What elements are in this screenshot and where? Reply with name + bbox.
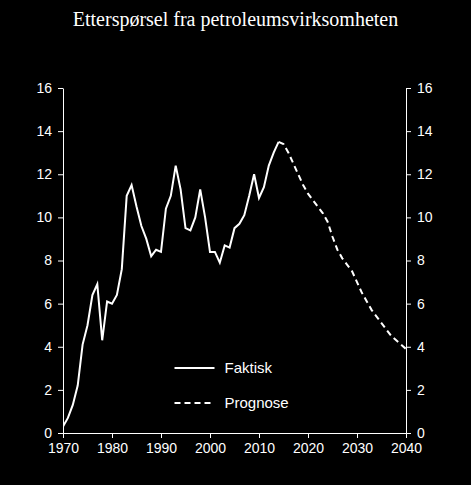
legend-item: Faktisk <box>175 359 273 376</box>
tick-label: 2 <box>417 382 425 398</box>
tick-label: 16 <box>417 80 433 96</box>
tick-mark <box>406 261 411 262</box>
tick-mark <box>58 217 63 218</box>
legend-label: Prognose <box>225 394 289 411</box>
tick-mark <box>406 217 411 218</box>
tick: 14 <box>406 123 433 139</box>
tick: 4 <box>44 339 63 355</box>
tick-label: 8 <box>44 252 52 268</box>
axis-line <box>63 89 64 434</box>
series-line <box>279 142 406 349</box>
tick-mark <box>308 433 309 438</box>
tick: 2020 <box>293 433 324 456</box>
series-line <box>63 142 279 427</box>
tick-label: 0 <box>417 425 425 441</box>
tick: 8 <box>406 252 425 268</box>
tick: 14 <box>36 123 63 139</box>
tick-label: 1980 <box>97 440 128 456</box>
tick-label: 16 <box>36 80 52 96</box>
tick: 12 <box>406 166 433 182</box>
tick-mark <box>406 433 411 434</box>
tick-mark <box>58 88 63 89</box>
tick-mark <box>406 131 411 132</box>
tick-mark <box>406 304 411 305</box>
tick-label: 10 <box>417 209 433 225</box>
chart: Etterspørsel fra petroleumsvirksomheten 1… <box>0 0 471 485</box>
tick: 8 <box>44 252 63 268</box>
tick-label: 2010 <box>244 440 275 456</box>
tick: 12 <box>36 166 63 182</box>
tick: 10 <box>406 209 433 225</box>
lines <box>63 142 406 427</box>
tick: 1990 <box>146 433 177 456</box>
tick-mark <box>112 433 113 438</box>
tick: 10 <box>36 209 63 225</box>
tick: 1970 <box>48 433 79 456</box>
tick-mark <box>58 261 63 262</box>
tick-label: 12 <box>417 166 433 182</box>
tick-label: 8 <box>417 252 425 268</box>
y-axis: 0 2 4 6 8 10 12 14 16 <box>36 80 63 441</box>
tick-label: 14 <box>36 123 52 139</box>
y2-axis: 0 2 4 6 8 10 12 14 16 <box>406 80 433 441</box>
legend-swatch <box>175 402 215 404</box>
tick: 0 <box>406 425 425 441</box>
tick: 6 <box>406 296 425 312</box>
tick: 4 <box>406 339 425 355</box>
legend-item: Prognose <box>175 394 289 411</box>
tick-label: 1990 <box>146 440 177 456</box>
plot: 1970198019902000201020202030204002468101… <box>36 80 432 456</box>
tick: 2 <box>44 382 63 398</box>
legend-label: Faktisk <box>225 359 273 376</box>
tick-mark <box>58 174 63 175</box>
tick: 16 <box>406 80 433 96</box>
tick-mark <box>58 304 63 305</box>
tick: 16 <box>36 80 63 96</box>
axis-line <box>64 433 407 434</box>
tick-label: 2040 <box>391 440 422 456</box>
tick-mark <box>58 433 63 434</box>
tick-label: 6 <box>44 296 52 312</box>
tick-label: 4 <box>44 339 52 355</box>
tick-label: 2030 <box>342 440 373 456</box>
tick-mark <box>406 174 411 175</box>
background <box>0 0 471 485</box>
tick-label: 12 <box>36 166 52 182</box>
tick-mark <box>210 433 211 438</box>
legend-swatch <box>175 367 215 369</box>
tick: 2030 <box>342 433 373 456</box>
tick-label: 1970 <box>48 440 79 456</box>
tick-label: 0 <box>44 425 52 441</box>
tick: 0 <box>44 425 63 441</box>
tick: 6 <box>44 296 63 312</box>
tick-label: 4 <box>417 339 425 355</box>
tick: 1980 <box>97 433 128 456</box>
tick-mark <box>58 390 63 391</box>
title: Etterspørsel fra petroleumsvirksomheten <box>73 8 398 31</box>
legend: Faktisk Prognose <box>175 359 289 411</box>
tick-label: 6 <box>417 296 425 312</box>
tick-mark <box>161 433 162 438</box>
tick-label: 14 <box>417 123 433 139</box>
x-axis: 1970 1980 1990 2000 2010 2020 2030 2040 <box>48 433 422 456</box>
tick: 2010 <box>244 433 275 456</box>
tick: 2 <box>406 382 425 398</box>
tick-label: 2 <box>44 382 52 398</box>
tick-mark <box>58 347 63 348</box>
tick-mark <box>406 88 411 89</box>
tick-mark <box>406 390 411 391</box>
tick-mark <box>58 131 63 132</box>
tick-mark <box>63 433 64 438</box>
tick-label: 2000 <box>195 440 226 456</box>
tick-label: 2020 <box>293 440 324 456</box>
tick-mark <box>406 347 411 348</box>
tick: 2000 <box>195 433 226 456</box>
tick-mark <box>357 433 358 438</box>
tick-mark <box>259 433 260 438</box>
tick-label: 10 <box>36 209 52 225</box>
